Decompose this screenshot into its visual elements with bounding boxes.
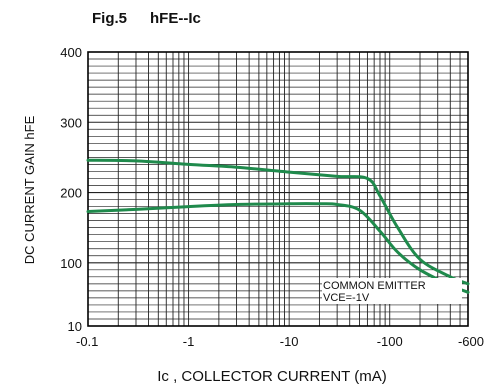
x-tick-label: -100 <box>377 334 403 349</box>
y-tick-label: 300 <box>60 115 82 130</box>
y-axis-label: DC CURRENT GAIN hFE <box>22 115 37 264</box>
y-tick-label: 400 <box>60 45 82 60</box>
x-tick-label: -600 <box>458 334 484 349</box>
annotation-background <box>322 278 462 304</box>
plot-frame <box>87 51 469 327</box>
y-tick-labels: 10 100 200 300 400 <box>60 45 82 334</box>
x-axis-label: Ic , COLLECTOR CURRENT (mA) <box>157 368 386 385</box>
annotation-line-1: COMMON EMITTER <box>323 280 426 292</box>
series-line <box>86 158 470 286</box>
y-tick-label: 200 <box>60 186 82 201</box>
x-tick-label: -1 <box>183 334 195 349</box>
series-line <box>86 202 470 294</box>
annotation-line-2: VCE=-1V <box>323 292 370 304</box>
x-tick-label: -10 <box>280 334 299 349</box>
y-tick-label: 100 <box>60 256 82 271</box>
x-tick-label: -0.1 <box>76 334 98 349</box>
y-tick-label: 10 <box>68 319 82 334</box>
series-group <box>86 158 470 294</box>
x-tick-labels: -0.1 -1 -10 -100 -600 <box>76 334 484 349</box>
chart-subtitle: hFE--Ic <box>150 10 201 27</box>
chart-title: Fig.5 <box>92 10 127 27</box>
